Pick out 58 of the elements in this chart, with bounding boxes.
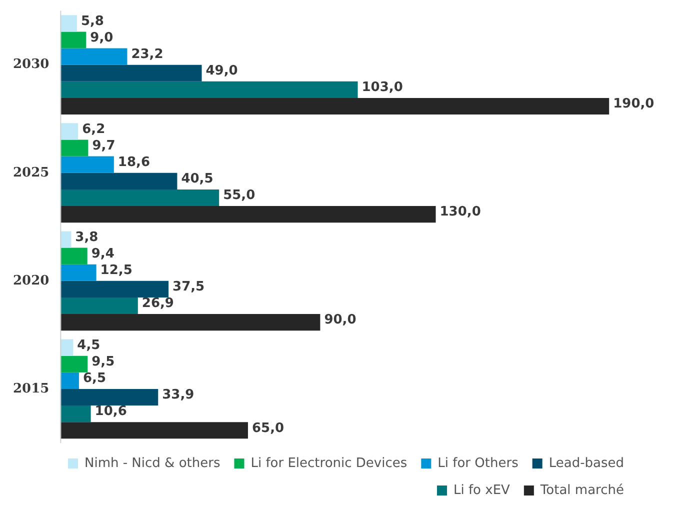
- data-label: 103,0: [362, 80, 403, 96]
- data-label: 130,0: [440, 204, 481, 220]
- bar: [60, 81, 358, 98]
- bar: [60, 32, 86, 48]
- bar: [60, 248, 88, 264]
- data-label: 9,5: [92, 354, 115, 370]
- y-tick-label: 2020: [12, 273, 50, 288]
- data-label: 55,0: [223, 188, 256, 204]
- data-label: 5,8: [80, 14, 104, 29]
- data-label: 10,6: [94, 404, 127, 420]
- bar: [60, 356, 88, 372]
- data-label: 9,0: [90, 30, 114, 46]
- legend-label: Li for Electronic Devices: [250, 456, 408, 471]
- bar: [60, 388, 158, 406]
- data-label: 9,7: [92, 138, 116, 154]
- legend-label: Li for Others: [438, 456, 519, 471]
- data-label: 37,5: [172, 280, 205, 295]
- data-label: 90,0: [324, 312, 356, 328]
- bar: [60, 156, 114, 173]
- data-label: 6,2: [82, 122, 106, 137]
- data-label: 6,5: [82, 371, 106, 386]
- data-label: 18,6: [118, 154, 150, 170]
- bar: [60, 140, 88, 156]
- bar: [60, 297, 138, 314]
- bar: [60, 422, 248, 439]
- bar: [60, 206, 436, 223]
- bar: [60, 231, 72, 248]
- data-label: 12,5: [100, 263, 132, 278]
- data-label: 33,9: [162, 388, 194, 403]
- data-label: 9,4: [91, 246, 114, 262]
- data-label: 40,5: [181, 172, 214, 187]
- bar: [60, 264, 96, 281]
- bar: [60, 280, 169, 298]
- legend-label: Lead-based: [548, 456, 624, 471]
- legend-label: Total marché: [539, 482, 624, 498]
- data-label: 26,9: [142, 296, 174, 312]
- bar: [60, 15, 77, 32]
- bar: [60, 123, 78, 140]
- y-tick-label: 2030: [12, 57, 50, 72]
- y-tick-label: 2015: [12, 381, 50, 396]
- bar: [60, 406, 91, 422]
- bar: [60, 339, 74, 356]
- legend-label: Nimh - Nicd & others: [84, 456, 220, 471]
- bar: [60, 98, 610, 115]
- data-label: 4,5: [77, 338, 100, 353]
- data-label: 23,2: [131, 46, 164, 62]
- bar: [60, 48, 128, 65]
- legend-label: Li fo xEV: [453, 482, 510, 498]
- bar: [60, 64, 202, 82]
- bar: [60, 372, 79, 389]
- data-label: 49,0: [206, 63, 238, 78]
- y-tick-label: 2025: [12, 165, 50, 180]
- data-label: 190,0: [613, 96, 654, 112]
- data-label: 3,8: [75, 230, 98, 245]
- bar: [60, 189, 220, 206]
- bar: [60, 314, 320, 331]
- data-label: 65,0: [252, 420, 284, 436]
- bar: [60, 172, 178, 190]
